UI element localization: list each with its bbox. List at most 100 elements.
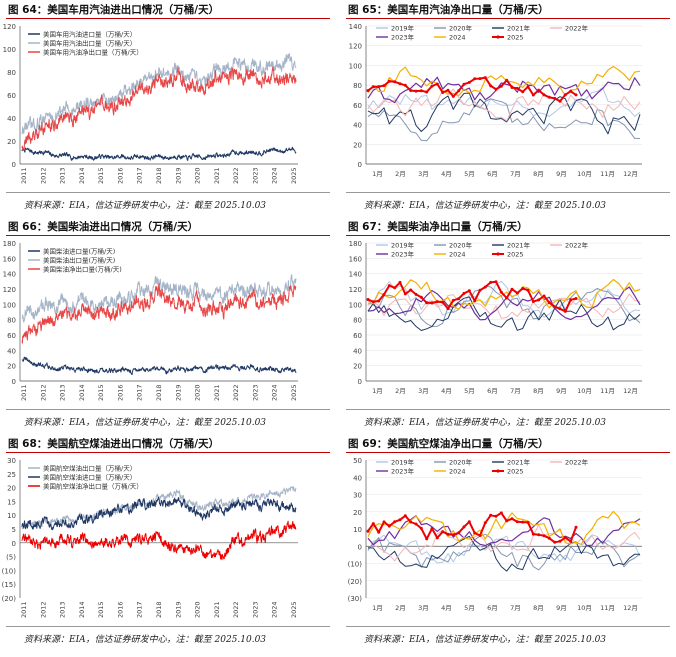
x-tick-label: 2016	[116, 384, 124, 401]
series-point	[494, 280, 498, 284]
series-point	[457, 297, 461, 301]
y-tick-label: 80	[353, 82, 362, 90]
series-point	[531, 532, 535, 536]
legend-label: 2025	[507, 251, 524, 259]
x-tick-label: 2019	[174, 384, 182, 401]
series-point	[430, 301, 434, 305]
series-line	[367, 88, 641, 122]
legend-label: 2019年	[391, 241, 415, 250]
series-point	[403, 292, 407, 296]
series-point	[467, 289, 471, 293]
legend-label: 2021年	[507, 24, 531, 33]
series-point	[425, 537, 429, 541]
y-tick-label: 20	[353, 363, 362, 371]
x-tick-label: 2023	[251, 167, 259, 184]
series-point	[393, 286, 397, 290]
legend-label: 2020年	[449, 241, 473, 250]
series-point	[473, 299, 477, 303]
series-point	[419, 89, 423, 93]
title-rule	[346, 452, 670, 453]
x-tick-label: 2016	[116, 167, 124, 184]
title-rule	[6, 452, 330, 453]
legend-label: 美国车用汽油出口量（万桶/天）	[43, 39, 136, 48]
series-point	[414, 292, 418, 296]
x-tick-label: 2025	[290, 601, 298, 618]
series-point	[462, 291, 466, 295]
x-tick-label: 7月	[510, 170, 521, 178]
legend: 美国航空煤油出口量（万桶/天）美国航空煤油进口量（万桶/天）美国航空煤油净出口量…	[25, 462, 145, 493]
legend-label: 2025	[507, 468, 524, 476]
series-point	[387, 79, 391, 83]
series-point	[569, 89, 573, 93]
series-point	[409, 520, 413, 524]
x-tick-label: 2023	[251, 601, 259, 618]
series-point	[563, 309, 567, 313]
x-tick-label: 3月	[418, 604, 429, 612]
y-tick-label: 0	[12, 540, 16, 548]
y-tick-label: 180	[349, 240, 362, 248]
x-tick-label: 5月	[464, 170, 475, 178]
x-tick-label: 2018	[155, 601, 163, 618]
series-line	[367, 515, 641, 547]
legend-label: 2022年	[565, 241, 589, 250]
legend: 2019年 2020年 2021年 2022年 2023年 2024 2025	[376, 24, 589, 42]
x-tick-label: 6月	[487, 170, 498, 178]
x-tick-label: 2022	[232, 601, 240, 618]
x-tick-label: 2025	[290, 167, 298, 184]
series-line	[21, 356, 297, 375]
x-tick-label: 7月	[510, 387, 521, 395]
source-note: 资料来源：EIA，信达证券研发中心，注：截至 2025.10.03	[364, 418, 607, 428]
series-point	[366, 89, 370, 93]
y-tick-label: 120	[349, 43, 362, 51]
x-tick-label: 2月	[395, 387, 406, 395]
x-tick-label: 10月	[577, 387, 592, 395]
series-point	[441, 530, 445, 534]
series-point	[393, 520, 397, 524]
series-point	[462, 82, 466, 86]
legend-label: 美国车用汽油进口量（万桶/天）	[43, 30, 136, 39]
title-rule	[346, 235, 670, 236]
series-point	[371, 300, 375, 304]
series-line	[367, 280, 577, 313]
x-tick-label: 2020	[194, 601, 202, 618]
x-tick-label: 2024	[271, 384, 279, 401]
y-tick-label: 80	[7, 317, 16, 325]
y-tick-label: 15	[7, 498, 16, 506]
legend-label: 2021年	[507, 241, 531, 250]
title-rule	[6, 18, 330, 19]
y-tick-label: (20)	[348, 578, 363, 586]
series-point	[542, 294, 546, 298]
series-point	[419, 526, 423, 530]
series-point	[574, 525, 578, 529]
x-tick-label: 8月	[533, 387, 544, 395]
chart-title: 图 66：美国柴油进出口情况（万桶/天）	[8, 221, 199, 233]
series-point	[457, 531, 461, 535]
x-tick-label: 2017	[136, 384, 144, 401]
x-tick-label: 9月	[556, 170, 567, 178]
x-tick-label: 1月	[372, 387, 383, 395]
series-point	[515, 520, 519, 524]
title-rule	[6, 235, 330, 236]
legend-bg	[25, 462, 145, 493]
x-tick-label: 12月	[623, 170, 638, 178]
series-point	[467, 520, 471, 524]
series-point	[489, 513, 493, 517]
legend-marker	[496, 252, 500, 256]
y-tick-label: 100	[349, 301, 362, 309]
series-point	[537, 88, 541, 92]
x-tick-label: 4月	[441, 604, 452, 612]
series-point	[446, 88, 450, 92]
x-tick-label: 12月	[623, 604, 638, 612]
series-point	[558, 307, 562, 311]
series-point	[398, 280, 402, 284]
series-point	[499, 511, 503, 515]
series-point	[531, 300, 535, 303]
y-tick-label: 180	[3, 240, 16, 248]
series-point	[430, 527, 434, 530]
x-tick-label: 2024	[271, 167, 279, 184]
series-point	[414, 89, 418, 93]
x-tick-label: 9月	[556, 387, 567, 395]
series-line	[367, 533, 641, 571]
series-line	[367, 280, 641, 318]
series-point	[483, 76, 487, 80]
